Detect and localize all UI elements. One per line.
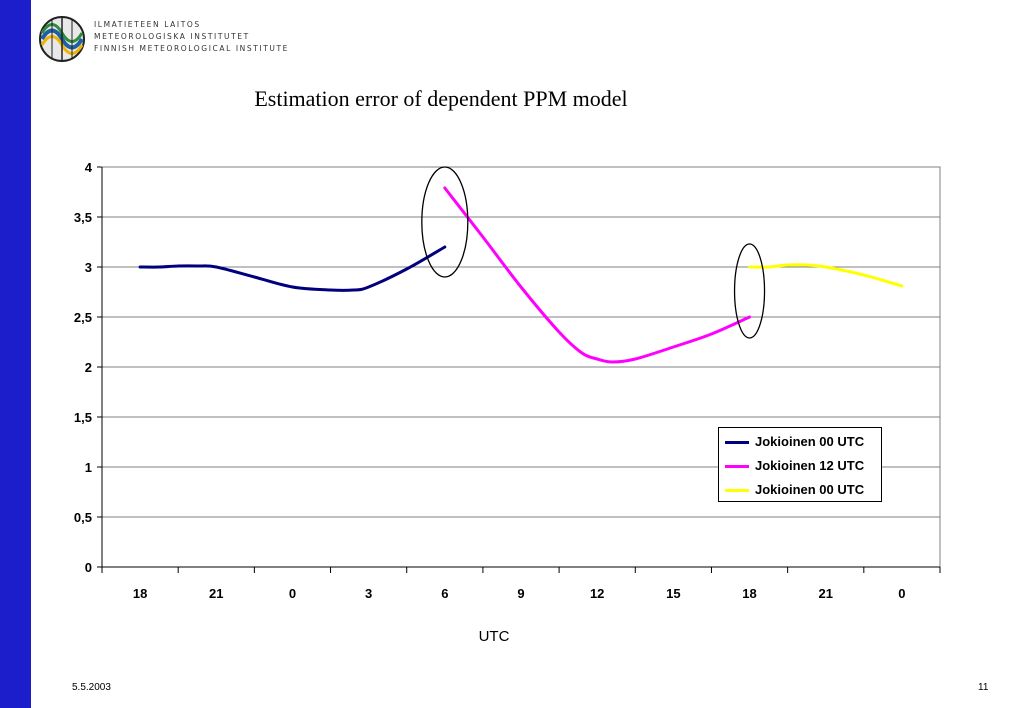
x-tick-label: 3 (365, 586, 372, 601)
annotation-ellipse (733, 243, 766, 339)
legend-item: Jokioinen 00 UTC (719, 432, 881, 456)
y-tick-label: 0 (85, 560, 92, 575)
x-tick-label: 21 (818, 586, 832, 601)
y-tick-label: 3,5 (74, 210, 92, 225)
org-line: FINNISH METEOROLOGICAL INSTITUTE (94, 44, 290, 53)
legend-swatch (725, 489, 749, 492)
series-line (748, 263, 904, 288)
x-tick-label: 12 (590, 586, 604, 601)
legend-label: Jokioinen 00 UTC (755, 434, 865, 449)
y-tick-label: 3 (85, 260, 92, 275)
y-tick-label: 1 (85, 460, 92, 475)
y-tick-label: 2,5 (74, 310, 92, 325)
legend-label: Jokioinen 12 UTC (755, 458, 865, 473)
legend-item: Jokioinen 12 UTC (719, 456, 881, 480)
x-tick-label: 0 (898, 586, 905, 601)
y-tick-label: 0,5 (74, 510, 92, 525)
org-line: ILMATIETEEN LAITOS (94, 20, 201, 29)
y-tick-label: 4 (85, 160, 93, 175)
x-axis-label: UTC (478, 628, 510, 645)
org-line: METEOROLOGISKA INSTITUTET (94, 32, 250, 41)
chart-title: Estimation error of dependent PPM model (254, 86, 628, 111)
x-tick-label: 21 (209, 586, 223, 601)
series-line (443, 186, 752, 364)
legend-item: Jokioinen 00 UTC (719, 480, 881, 504)
legend-label: Jokioinen 00 UTC (755, 482, 865, 497)
x-tick-label: 18 (133, 586, 147, 601)
legend-swatch (725, 465, 749, 468)
annotation-ellipse (421, 166, 469, 278)
fmi-logo-icon (39, 16, 85, 62)
org-name: ILMATIETEEN LAITOS METEOROLOGISKA INSTIT… (94, 19, 289, 55)
legend-swatch (725, 441, 749, 444)
side-bar (0, 0, 31, 708)
x-tick-label: 6 (441, 586, 448, 601)
y-tick-label: 2 (85, 360, 92, 375)
series-line (138, 245, 447, 292)
footer-date: 5.5.2003 (72, 682, 111, 693)
x-tick-label: 15 (666, 586, 680, 601)
y-tick-label: 1,5 (74, 410, 92, 425)
x-tick-label: 9 (517, 586, 524, 601)
x-tick-label: 18 (742, 586, 756, 601)
chart-legend: Jokioinen 00 UTC Jokioinen 12 UTC Jokioi… (718, 427, 882, 502)
page-number: 11 (978, 682, 989, 693)
x-tick-label: 0 (289, 586, 296, 601)
